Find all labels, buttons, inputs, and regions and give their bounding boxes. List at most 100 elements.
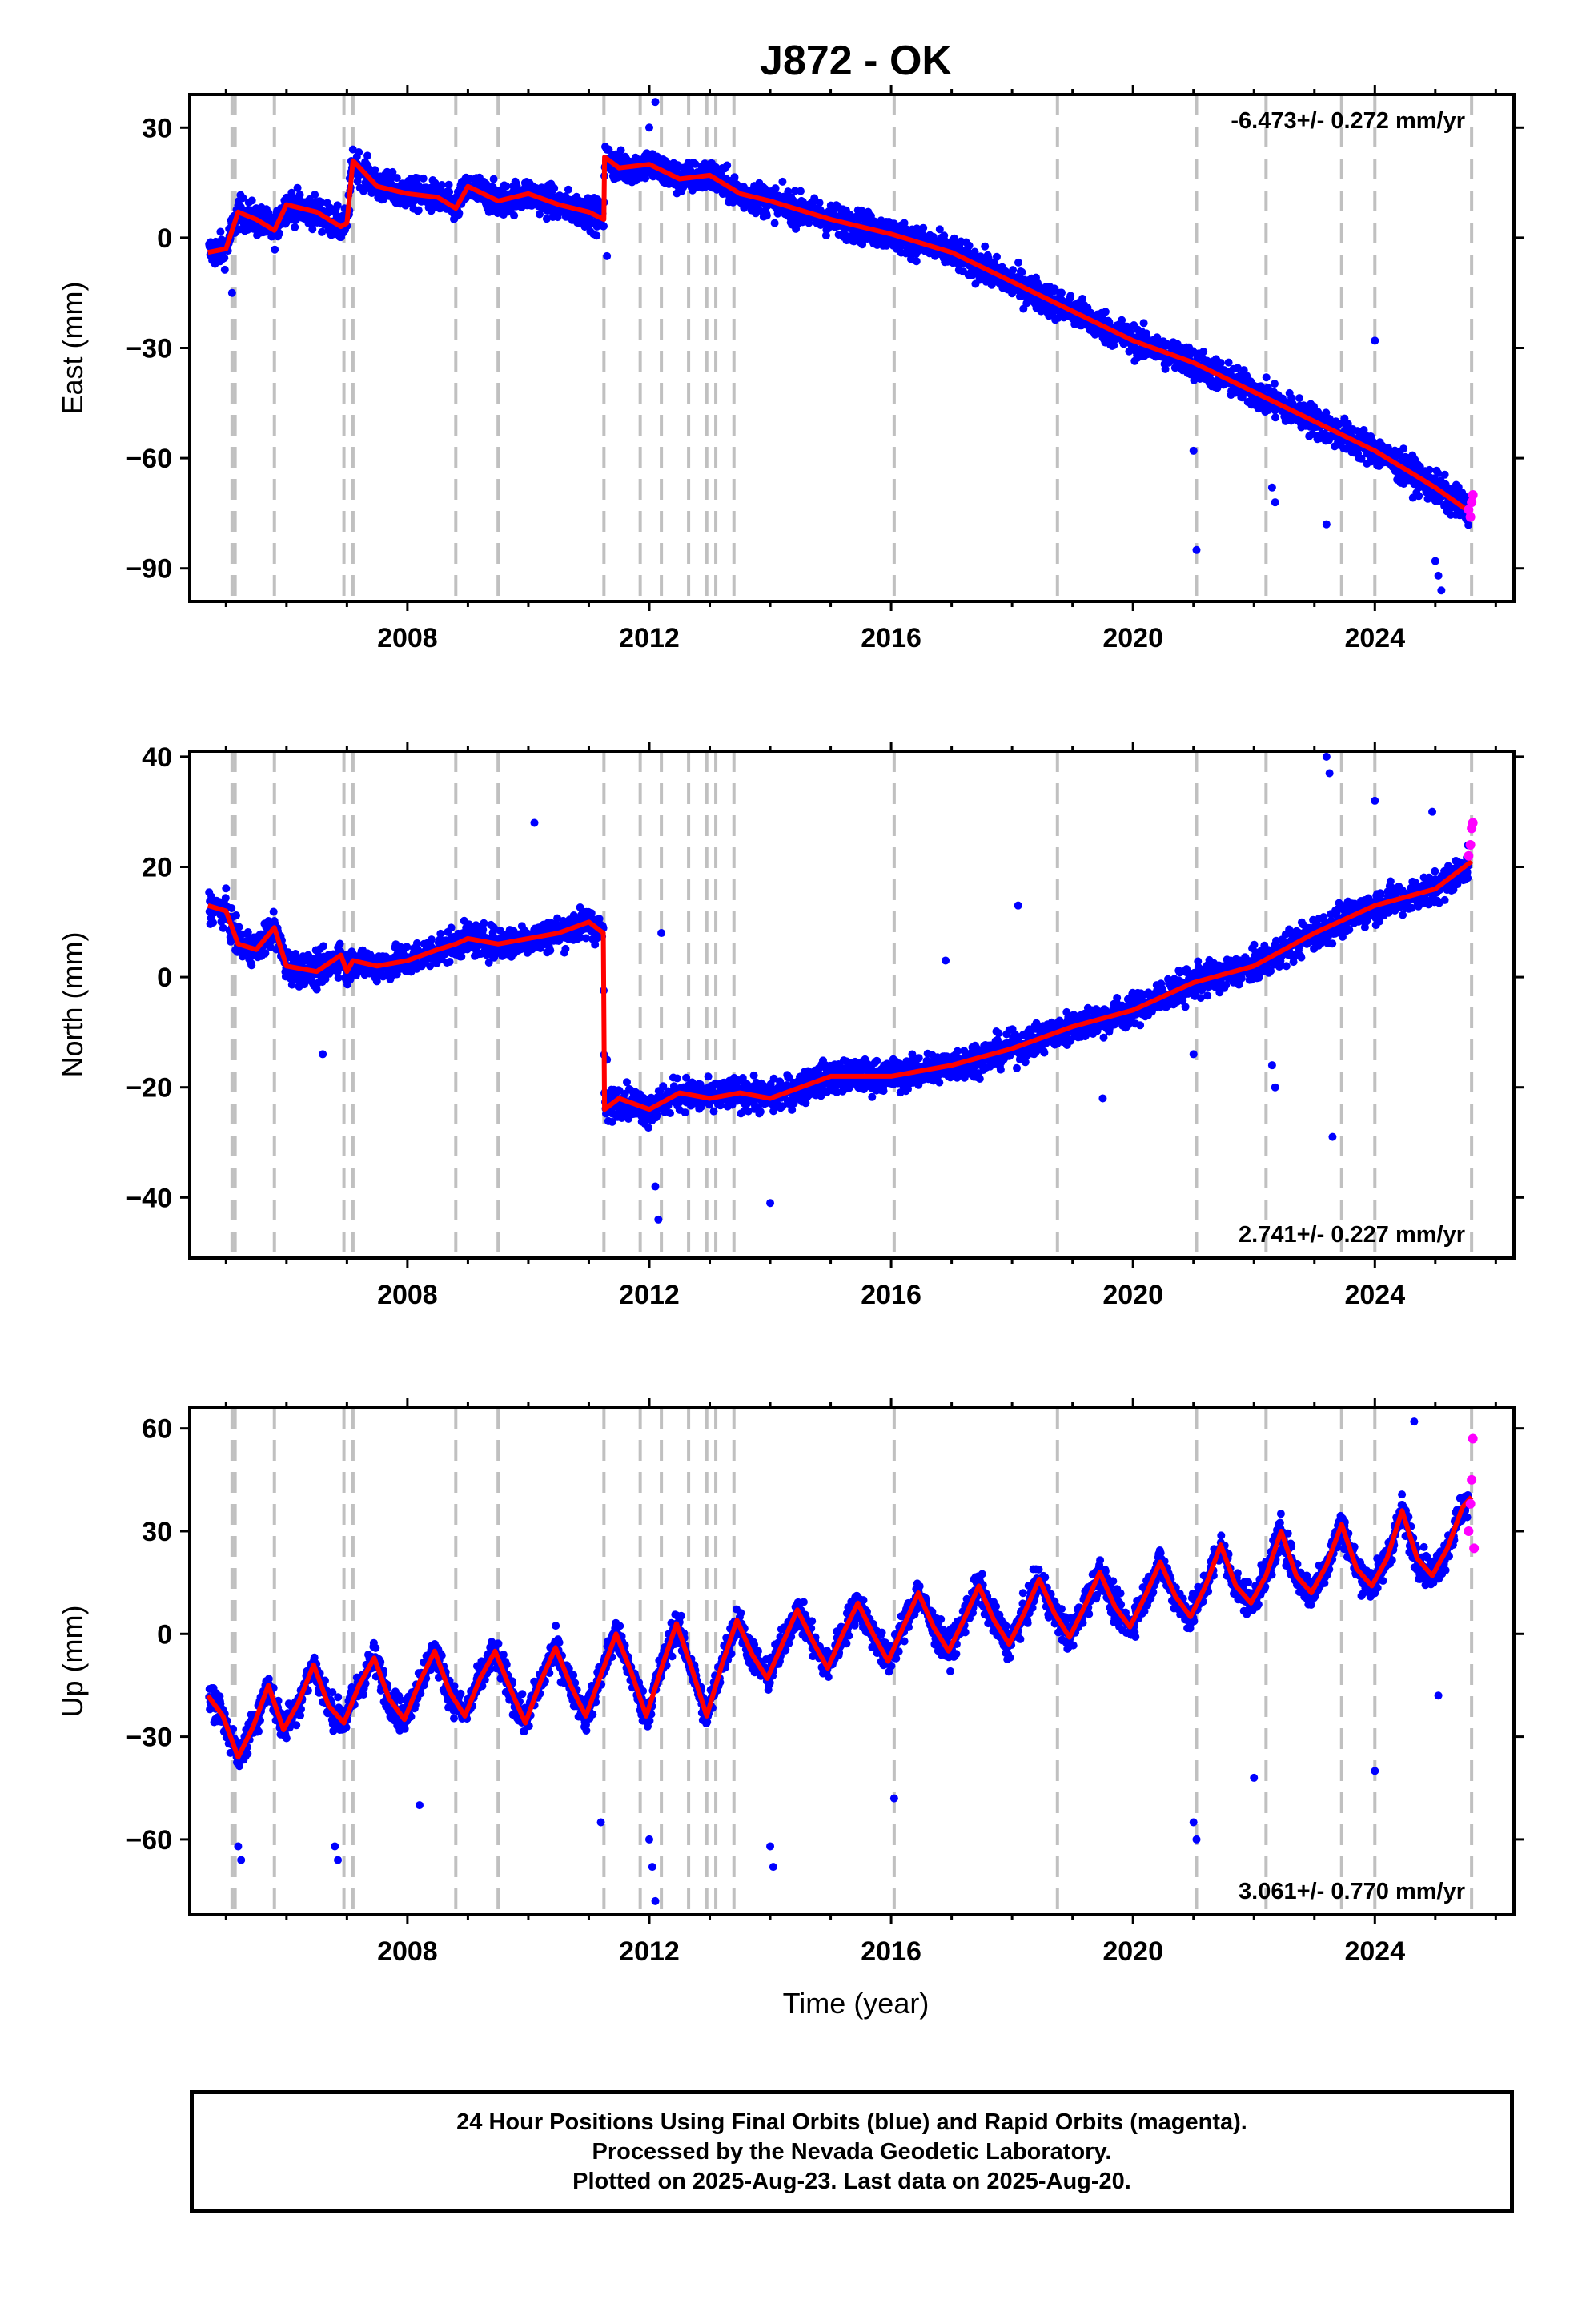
final-orbit-point — [1262, 373, 1271, 382]
final-orbit-point — [1415, 492, 1423, 501]
final-orbit-point — [437, 181, 446, 189]
final-orbit-point — [608, 1117, 616, 1126]
final-orbit-point — [550, 184, 559, 192]
final-orbit-point — [1078, 295, 1086, 303]
final-orbit-point — [287, 980, 296, 989]
y-tick-label: 30 — [142, 113, 172, 143]
final-orbit-point — [981, 242, 990, 251]
final-orbit-point — [919, 223, 928, 232]
final-orbit-point — [1213, 384, 1222, 392]
final-orbit-point — [436, 929, 445, 938]
final-orbit-point — [333, 201, 342, 210]
final-orbit-point — [1066, 292, 1075, 300]
final-orbit-point — [271, 245, 279, 254]
final-orbit-point — [247, 961, 256, 970]
final-orbit-point — [219, 923, 227, 932]
final-orbit-point — [414, 206, 423, 215]
final-orbit-point — [691, 159, 700, 168]
final-orbit-point — [769, 1074, 778, 1083]
final-orbit-point — [970, 247, 979, 256]
final-orbit-point — [216, 227, 225, 236]
final-orbit-point — [644, 1124, 652, 1132]
final-orbit-point — [993, 252, 1001, 261]
final-orbit-point — [222, 884, 231, 893]
final-orbit-points — [205, 752, 1473, 1224]
outlier-point — [1192, 545, 1201, 554]
final-orbit-point — [484, 959, 493, 967]
final-orbit-point — [457, 952, 466, 961]
outlier-point — [1189, 446, 1198, 455]
final-orbit-point — [666, 1109, 674, 1117]
final-orbit-point — [770, 219, 779, 227]
final-orbit-point — [1295, 394, 1303, 403]
final-orbit-point — [582, 934, 590, 943]
final-orbit-point — [1271, 380, 1279, 388]
final-orbit-point — [372, 977, 381, 986]
page-title: J872 - OK — [760, 38, 952, 84]
final-orbit-point — [220, 254, 229, 263]
final-orbit-point — [1216, 359, 1225, 368]
final-orbit-point — [1009, 266, 1018, 275]
final-orbit-point — [542, 215, 551, 223]
final-orbit-point — [221, 894, 230, 903]
final-orbit-point — [673, 1074, 681, 1083]
final-orbit-point — [413, 174, 422, 183]
final-orbit-point — [681, 1108, 689, 1117]
model-line — [207, 155, 1473, 516]
final-orbit-point — [1018, 267, 1026, 276]
final-orbit-point — [1176, 343, 1185, 352]
final-orbit-point — [1161, 364, 1170, 373]
y-tick-label: −30 — [126, 334, 172, 364]
rapid-orbit-point — [1468, 489, 1478, 500]
final-orbit-point — [730, 173, 739, 182]
final-orbit-point — [355, 148, 363, 156]
final-orbit-point — [227, 904, 236, 912]
final-orbit-point — [247, 196, 256, 205]
outlier-point — [1434, 571, 1443, 580]
final-orbit-point — [510, 211, 519, 220]
final-orbit-point — [371, 166, 379, 175]
final-orbit-point — [239, 194, 247, 203]
final-orbit-point — [652, 1111, 661, 1120]
x-tick-label: 2008 — [377, 623, 438, 653]
final-orbit-point — [659, 1082, 668, 1091]
final-orbit-points — [205, 98, 1473, 595]
final-orbit-point — [264, 917, 273, 925]
final-orbit-point — [935, 225, 944, 234]
final-orbit-point — [749, 1071, 758, 1080]
final-orbit-point — [318, 227, 327, 236]
final-orbit-point — [587, 909, 596, 918]
final-orbit-point — [426, 962, 435, 971]
event-lines — [230, 751, 1474, 1258]
final-orbit-point — [445, 958, 454, 966]
final-orbit-point — [616, 146, 625, 155]
rapid-orbit-point — [1467, 497, 1477, 508]
final-orbit-point — [419, 174, 428, 183]
final-orbit-point — [444, 180, 453, 189]
outlier-point — [1271, 498, 1279, 507]
final-orbit-point — [797, 187, 805, 195]
final-orbit-point — [1014, 258, 1022, 267]
final-orbit-point — [1322, 408, 1331, 417]
outlier-point — [227, 288, 236, 297]
final-orbit-point — [295, 191, 304, 199]
final-orbit-point — [592, 231, 601, 240]
final-orbit-point — [293, 183, 302, 192]
outlier-point — [1437, 586, 1446, 595]
final-orbit-point — [912, 257, 921, 266]
final-orbit-point — [335, 939, 344, 948]
final-orbit-point — [261, 949, 270, 958]
final-orbit-point — [600, 222, 608, 231]
final-orbit-point — [1101, 308, 1110, 316]
final-orbit-point — [1233, 364, 1242, 372]
y-tick-label: −60 — [126, 444, 172, 474]
final-orbit-point — [1224, 358, 1233, 367]
final-orbit-point — [479, 926, 488, 934]
final-orbit-point — [388, 167, 397, 176]
final-orbit-point — [455, 209, 464, 218]
y-tick-label: −90 — [126, 554, 172, 585]
final-orbit-point — [311, 191, 319, 199]
